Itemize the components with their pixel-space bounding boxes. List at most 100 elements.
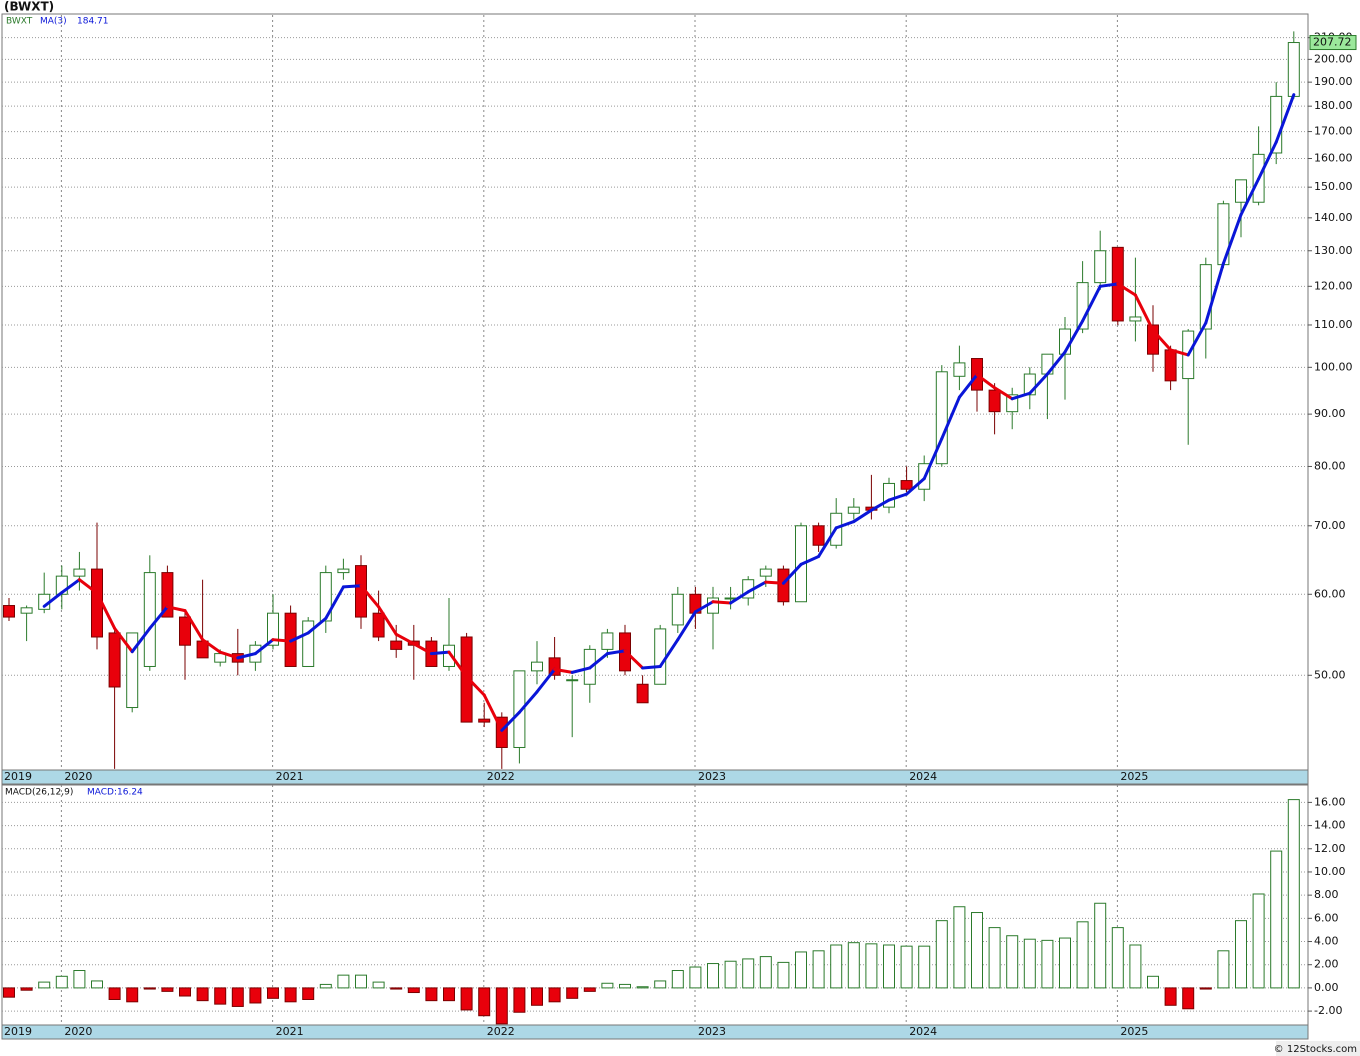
macd-bar	[73, 970, 86, 989]
footer: © 12Stocks.com	[1274, 1044, 1357, 1055]
candle-body	[812, 525, 825, 546]
y-tick-label: 16.00	[1314, 795, 1346, 808]
ma-line	[271, 638, 293, 643]
ma-line	[183, 609, 205, 642]
ma-line	[465, 675, 486, 697]
ma-line	[1274, 93, 1296, 144]
macd-bar	[20, 987, 33, 991]
y-tick-label: 130.00	[1314, 244, 1353, 257]
candle-body	[108, 632, 121, 688]
y-tick-label: 4.00	[1314, 935, 1339, 948]
ma-line	[1116, 282, 1137, 297]
macd-bar	[284, 987, 297, 1003]
candle-body	[1199, 264, 1212, 330]
y-tick-label: 60.00	[1314, 587, 1346, 600]
candle-body	[601, 632, 614, 650]
ma-line	[447, 650, 469, 679]
ma-line	[148, 605, 169, 630]
y-tick-label: 2.00	[1314, 958, 1339, 971]
macd-bar	[126, 987, 139, 1003]
candle-body	[443, 644, 455, 667]
ma-line	[781, 562, 803, 585]
ma-line	[993, 386, 1014, 401]
macd-bar	[1287, 799, 1300, 989]
x-tick-label: 2024	[909, 1025, 937, 1038]
macd-bar	[1235, 920, 1247, 989]
macd-bar	[742, 958, 755, 989]
macd-bar	[988, 927, 1001, 989]
legend-symbol: BWXT	[6, 17, 33, 27]
macd-bar	[143, 987, 156, 990]
ma-line	[482, 693, 504, 732]
ma-line	[324, 585, 345, 620]
macd-bar	[1252, 893, 1265, 989]
footer-box	[1276, 1041, 1360, 1056]
x-tick-label: 2020	[64, 1025, 92, 1038]
macd-bar	[636, 986, 649, 989]
x-tick-label: 2024	[909, 770, 937, 783]
y-tick-label: 8.00	[1314, 888, 1339, 901]
macd-bar	[1094, 902, 1107, 989]
y-tick-label: 140.00	[1314, 211, 1353, 224]
macd-bar	[495, 987, 508, 1025]
macd-bar	[196, 987, 209, 1002]
macd-bar	[654, 980, 667, 989]
ma-line	[940, 395, 961, 441]
y-tick-label: 110.00	[1314, 318, 1353, 331]
macd-bar	[601, 982, 614, 989]
macd-bar	[1270, 850, 1283, 989]
macd-bar	[619, 983, 631, 989]
x-tick-label: 2025	[1120, 770, 1148, 783]
macd-bar	[214, 987, 227, 1005]
macd-bar	[1199, 987, 1212, 990]
ma-line	[253, 638, 275, 656]
y-tick-label: 12.00	[1314, 842, 1346, 855]
candle-body	[935, 371, 948, 465]
y-tick-label: 90.00	[1314, 407, 1346, 420]
ma-line	[95, 591, 117, 630]
candle-body	[883, 482, 895, 508]
macd-title: MACD(26,12,9)	[5, 788, 73, 798]
macd-bar	[513, 987, 526, 1013]
ma-line	[60, 578, 81, 595]
y-tick-label: 14.00	[1314, 819, 1346, 832]
chart-title: (BWXT)	[4, 0, 54, 14]
ma-line	[429, 650, 451, 656]
macd-bar	[302, 987, 315, 1000]
y-tick-label: 80.00	[1314, 459, 1346, 472]
ma-line	[869, 498, 891, 512]
ma-line	[1186, 321, 1208, 357]
candle-body	[126, 632, 139, 709]
macd-bar	[1059, 937, 1071, 989]
macd-bar	[830, 944, 843, 989]
ma-line	[553, 667, 574, 674]
ma-line	[1098, 282, 1120, 288]
ma-line	[1257, 140, 1278, 181]
ma-line	[359, 584, 381, 609]
macd-bar	[55, 975, 68, 989]
candle-body	[478, 718, 491, 723]
macd-bar	[1041, 939, 1054, 989]
candle-body	[372, 612, 385, 638]
candle-body	[548, 657, 561, 676]
macd-bar	[337, 974, 350, 989]
ma-line	[1133, 293, 1155, 332]
macd-bar	[671, 970, 684, 989]
macd-bar	[108, 987, 121, 1000]
candle-body	[777, 568, 790, 603]
macd-bar	[1182, 987, 1195, 1010]
legend-ma-value: 184.71	[77, 17, 109, 27]
ma-line	[306, 616, 328, 635]
y-tick-label: -2.00	[1314, 1004, 1342, 1017]
ma-line	[113, 626, 134, 654]
y-tick-label: 150.00	[1314, 180, 1353, 193]
macd-bar	[583, 987, 596, 992]
ma-line	[887, 492, 909, 502]
y-tick-label: 70.00	[1314, 519, 1346, 532]
ma-line	[377, 605, 398, 636]
macd-bar	[847, 942, 860, 989]
candle-body	[1076, 282, 1089, 330]
macd-bar	[425, 987, 438, 1002]
y-tick-label: 170.00	[1314, 125, 1353, 138]
